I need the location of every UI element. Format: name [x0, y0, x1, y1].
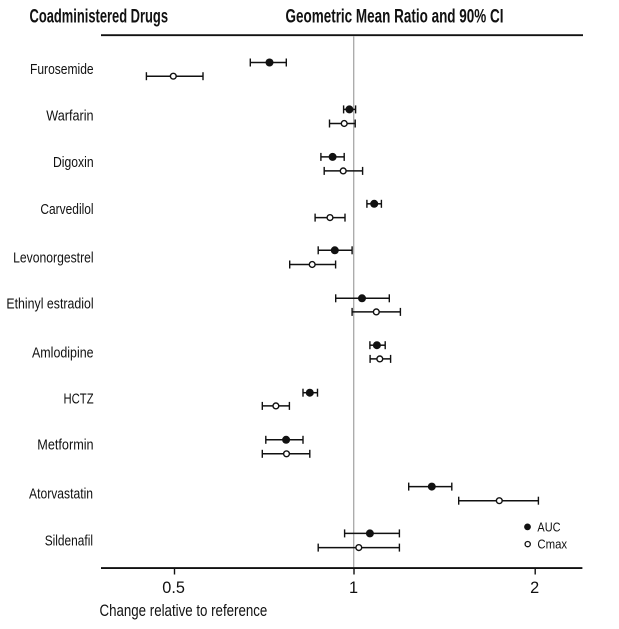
svg-text:Amlodipine: Amlodipine — [32, 345, 94, 361]
svg-text:0.5: 0.5 — [162, 579, 185, 597]
svg-text:Metformin: Metformin — [37, 437, 93, 453]
svg-text:1: 1 — [349, 579, 358, 597]
svg-text:Warfarin: Warfarin — [46, 109, 93, 125]
svg-text:Levonorgestrel: Levonorgestrel — [13, 250, 94, 266]
svg-text:HCTZ: HCTZ — [64, 391, 94, 407]
svg-text:Furosemide: Furosemide — [30, 62, 94, 78]
svg-text:Atorvastatin: Atorvastatin — [29, 487, 93, 503]
svg-text:Digoxin: Digoxin — [53, 155, 94, 171]
svg-text:Carvedilol: Carvedilol — [40, 202, 93, 218]
svg-text:Geometric Mean Ratio and 90% C: Geometric Mean Ratio and 90% CI — [286, 7, 504, 28]
svg-text:Coadministered Drugs: Coadministered Drugs — [30, 7, 169, 28]
svg-text:Ethinyl estradiol: Ethinyl estradiol — [6, 296, 93, 312]
svg-text:2: 2 — [530, 579, 539, 597]
svg-text:Change relative to reference: Change relative to reference — [100, 601, 268, 620]
svg-text:Cmax: Cmax — [537, 536, 567, 551]
svg-text:Sildenafil: Sildenafil — [45, 534, 93, 550]
svg-text:AUC: AUC — [537, 519, 560, 534]
